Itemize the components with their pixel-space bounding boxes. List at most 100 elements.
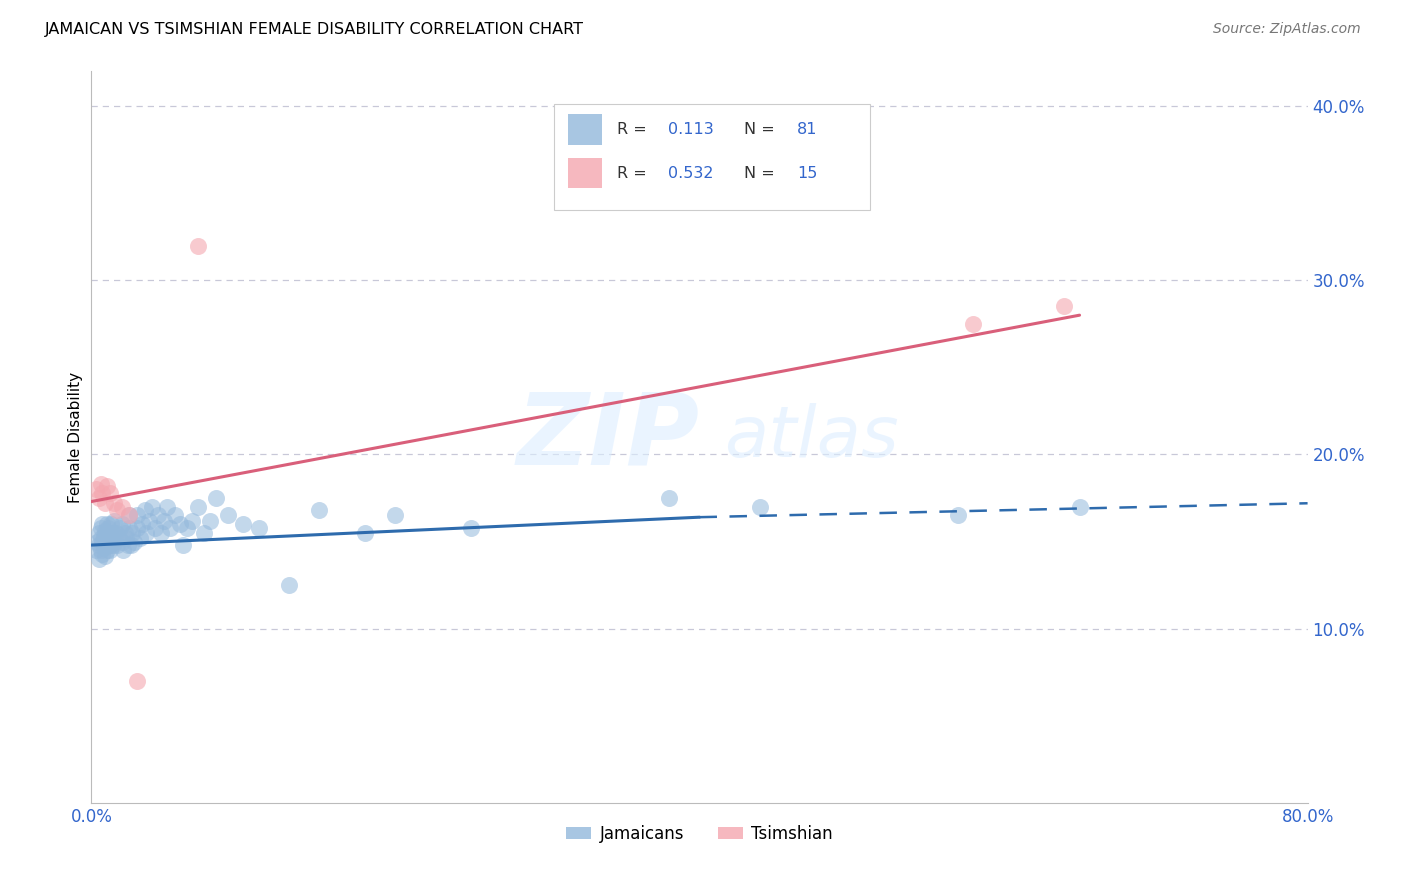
Point [89, 477, 111, 491]
Point [117, 538, 139, 552]
Text: atlas: atlas [724, 402, 898, 472]
Text: R =: R = [617, 121, 651, 136]
Text: R =: R = [617, 166, 651, 180]
Text: 0.532: 0.532 [668, 166, 713, 180]
Point [118, 508, 141, 523]
Point [93, 529, 115, 543]
Text: ZIP: ZIP [516, 389, 699, 485]
Point [205, 491, 228, 505]
Point [163, 508, 186, 523]
Point [278, 578, 301, 592]
Text: N =: N = [745, 166, 780, 180]
Point [129, 531, 152, 545]
Point [98, 525, 121, 540]
Point [89, 543, 111, 558]
Point [1053, 300, 1076, 314]
Point [94, 496, 117, 510]
Point [84, 483, 107, 497]
Point [104, 525, 127, 540]
Point [125, 508, 148, 523]
Point [101, 538, 124, 552]
Point [135, 525, 157, 540]
Point [1069, 500, 1091, 514]
Point [120, 538, 142, 552]
Point [96, 543, 118, 558]
Point [193, 525, 215, 540]
Point [89, 531, 111, 545]
Point [122, 534, 145, 549]
Point [93, 538, 115, 552]
Point [138, 514, 160, 528]
Point [143, 521, 166, 535]
Point [187, 500, 209, 514]
Point [187, 238, 209, 252]
Point [125, 521, 148, 535]
Point [134, 503, 156, 517]
Point [87, 538, 110, 552]
Point [180, 514, 202, 528]
Point [121, 525, 143, 540]
Point [94, 524, 117, 538]
Point [118, 508, 141, 523]
Point [86, 534, 108, 549]
Point [111, 500, 134, 514]
Point [172, 538, 194, 552]
Point [131, 517, 153, 532]
Point [658, 491, 681, 505]
Point [118, 521, 141, 535]
Point [217, 508, 239, 523]
Point [98, 543, 121, 558]
Point [98, 485, 121, 500]
Point [107, 531, 129, 545]
Point [148, 508, 170, 523]
Point [97, 534, 120, 549]
Point [89, 521, 111, 535]
Point [91, 517, 114, 532]
Point [111, 534, 134, 549]
Point [100, 531, 122, 545]
Point [110, 521, 132, 535]
Point [94, 549, 117, 563]
Point [84, 543, 107, 558]
Point [111, 517, 134, 532]
Point [103, 514, 125, 528]
Point [962, 317, 984, 331]
Y-axis label: Female Disability: Female Disability [67, 371, 83, 503]
Point [91, 485, 114, 500]
Point [176, 521, 198, 535]
Point [141, 500, 163, 514]
Point [105, 503, 128, 517]
Point [103, 496, 125, 510]
Text: N =: N = [745, 121, 780, 136]
Point [159, 521, 181, 535]
Point [100, 517, 122, 532]
Point [103, 534, 125, 549]
Legend: Jamaicans, Tsimshian: Jamaicans, Tsimshian [560, 818, 839, 849]
Point [460, 521, 482, 535]
Point [112, 543, 135, 558]
Point [101, 525, 124, 540]
Text: 81: 81 [797, 121, 817, 136]
Point [87, 552, 110, 566]
Point [156, 500, 179, 514]
Point [105, 538, 128, 552]
Point [150, 525, 173, 540]
Point [91, 547, 114, 561]
Point [115, 531, 138, 545]
Text: 15: 15 [797, 166, 817, 180]
Point [169, 517, 191, 532]
FancyBboxPatch shape [554, 104, 870, 211]
Point [96, 517, 118, 532]
Point [946, 508, 969, 523]
Point [98, 538, 121, 552]
Point [354, 525, 377, 540]
Point [125, 673, 148, 688]
Point [97, 521, 120, 535]
Point [114, 525, 136, 540]
Text: 0.113: 0.113 [668, 121, 714, 136]
Bar [568, 114, 602, 145]
Bar [568, 158, 602, 188]
Point [87, 525, 110, 540]
Point [198, 514, 221, 528]
Point [232, 517, 254, 532]
